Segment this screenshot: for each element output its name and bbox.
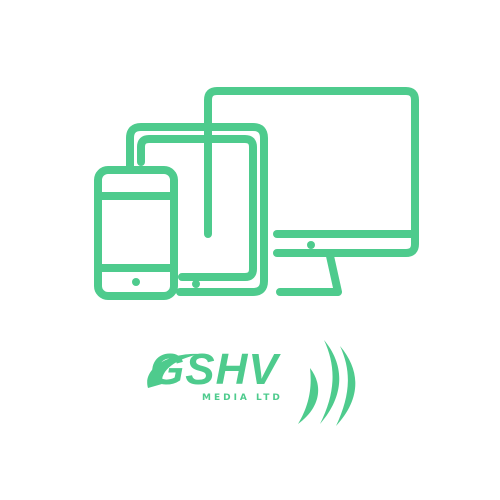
desktop-monitor-icon [204, 87, 419, 296]
tablet-home-dot [192, 280, 200, 288]
smartphone-icon [94, 166, 178, 300]
tablet-icon [126, 123, 268, 296]
responsive-devices-illustration [94, 87, 419, 300]
monitor-power-dot [307, 241, 315, 249]
phone-home-dot [132, 278, 140, 286]
logo-swoosh-graphic [147, 340, 356, 426]
logo-wordmark: GSHV [150, 345, 279, 394]
gshv-logo: GSHV MEDIA LTD [140, 328, 370, 428]
logo-tagline: MEDIA LTD [202, 393, 283, 403]
